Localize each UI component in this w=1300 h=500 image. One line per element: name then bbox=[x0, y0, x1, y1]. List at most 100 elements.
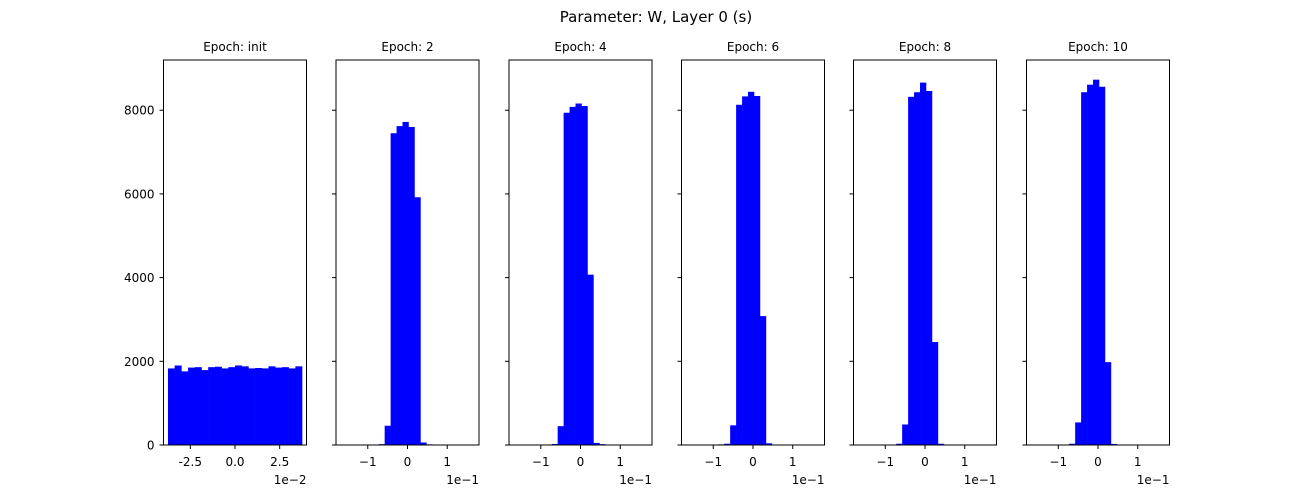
x-offset-label: 1e−1 bbox=[792, 473, 825, 487]
y-tick-label: 8000 bbox=[124, 104, 155, 118]
histogram-bar bbox=[221, 368, 229, 445]
histogram-bar bbox=[575, 103, 582, 446]
subplot-5: −1 0 1 Epoch: 8 1e−1 bbox=[849, 40, 997, 487]
histogram-bar bbox=[1069, 443, 1076, 445]
histogram-bar bbox=[174, 365, 182, 445]
x-tick-label: 0 bbox=[749, 455, 757, 469]
histogram-bar bbox=[587, 274, 594, 445]
x-tick-label: 0 bbox=[404, 455, 412, 469]
histogram-bar bbox=[748, 91, 755, 446]
histogram-bar bbox=[268, 366, 276, 445]
x-tick-label: −1 bbox=[876, 455, 894, 469]
histogram-bar bbox=[241, 366, 249, 445]
histogram-bar bbox=[736, 104, 743, 445]
subplot-title: Epoch: 10 bbox=[1068, 40, 1128, 54]
histogram-bar bbox=[167, 368, 175, 445]
histogram-bars bbox=[545, 103, 636, 446]
x-offset-label: 1e−1 bbox=[1137, 473, 1170, 487]
histogram-bars bbox=[1063, 79, 1153, 446]
subplot-title: Epoch: 2 bbox=[381, 40, 433, 54]
histogram-bar bbox=[255, 368, 263, 445]
histogram-bar bbox=[275, 367, 283, 445]
x-offset-label: 1e−1 bbox=[446, 473, 479, 487]
histogram-bar bbox=[937, 443, 945, 445]
x-tick-label: 0 bbox=[1094, 455, 1102, 469]
histogram-bar bbox=[396, 126, 403, 446]
subplot-4: −1 0 1 Epoch: 6 1e−1 bbox=[677, 40, 825, 487]
histogram-bar bbox=[408, 126, 415, 446]
histogram-bar bbox=[214, 366, 222, 445]
histogram-bar bbox=[581, 106, 588, 445]
x-tick-label: 0 bbox=[577, 455, 585, 469]
histogram-bar bbox=[557, 426, 564, 445]
x-tick-label: −1 bbox=[359, 455, 377, 469]
x-tick-label: 2.5 bbox=[270, 455, 289, 469]
histogram-bar bbox=[742, 96, 749, 445]
histogram-bars bbox=[890, 82, 980, 446]
histogram-bar bbox=[569, 106, 576, 446]
subplot-3: −1 0 1 Epoch: 4 1e−1 bbox=[505, 40, 653, 487]
x-tick-label: −1 bbox=[1049, 455, 1067, 469]
histogram-bar bbox=[1098, 86, 1106, 445]
x-tick-label: 1 bbox=[443, 455, 451, 469]
histogram-bar bbox=[288, 368, 296, 445]
histogram-bar bbox=[724, 443, 731, 445]
histogram-bar bbox=[925, 90, 933, 445]
histogram-bar bbox=[931, 342, 939, 445]
subplots: -2.5 0.0 2.5 0 2000 4000 6000 8000 Epoch: init 1e… bbox=[124, 40, 1170, 487]
x-tick-label: 0 bbox=[921, 455, 929, 469]
x-offset-label: 1e−2 bbox=[274, 473, 307, 487]
histogram-bar bbox=[765, 443, 773, 445]
x-tick-label: 1 bbox=[1134, 455, 1142, 469]
histogram-bar bbox=[194, 367, 202, 445]
histogram-bar bbox=[1075, 422, 1082, 445]
x-offset-label: 1e−1 bbox=[619, 473, 652, 487]
x-tick-label: 1 bbox=[961, 455, 969, 469]
histogram-bar bbox=[908, 96, 915, 445]
x-tick-label: 1 bbox=[616, 455, 624, 469]
histogram-bar bbox=[563, 112, 570, 445]
subplot-title: Epoch: init bbox=[203, 40, 267, 54]
histogram-bars bbox=[372, 121, 463, 446]
x-tick-label: −1 bbox=[704, 455, 722, 469]
figure-title: Parameter: W, Layer 0 (s) bbox=[560, 8, 752, 26]
histogram-bar bbox=[1110, 443, 1118, 445]
histogram-bar bbox=[1087, 84, 1094, 445]
histogram-bars bbox=[718, 91, 808, 446]
histogram-bar bbox=[261, 368, 269, 445]
histogram-bar bbox=[730, 425, 737, 445]
histogram-bar bbox=[188, 367, 196, 445]
y-tick-label: 2000 bbox=[124, 355, 155, 369]
histogram-bar bbox=[181, 371, 189, 445]
histogram-bar bbox=[1104, 362, 1112, 445]
histogram-bar bbox=[208, 367, 216, 445]
histogram-bar bbox=[914, 92, 921, 445]
histogram-bar bbox=[753, 95, 761, 446]
y-tick-label: 4000 bbox=[124, 271, 155, 285]
subplot-2: −1 0 1 Epoch: 2 1e−1 bbox=[332, 40, 480, 487]
histogram-bar bbox=[420, 442, 427, 445]
subplot-title: Epoch: 4 bbox=[554, 40, 606, 54]
histogram-bar bbox=[414, 197, 421, 445]
histogram-bar bbox=[235, 365, 242, 445]
subplot-title: Epoch: 6 bbox=[727, 40, 779, 54]
histogram-bar bbox=[1081, 92, 1088, 445]
histogram-bar bbox=[281, 367, 289, 445]
histogram-bars bbox=[167, 365, 303, 445]
histogram-bar bbox=[593, 442, 600, 445]
histogram-bar bbox=[228, 367, 236, 445]
histogram-bar bbox=[201, 370, 209, 445]
histogram-bar bbox=[1093, 79, 1100, 446]
x-tick-label: 1 bbox=[789, 455, 797, 469]
histogram-bar bbox=[896, 443, 903, 445]
histogram-bar bbox=[248, 368, 256, 445]
x-tick-label: 0.0 bbox=[225, 455, 244, 469]
histogram-bar bbox=[402, 121, 409, 446]
histogram-bar bbox=[920, 82, 927, 445]
histogram-bar bbox=[759, 316, 767, 445]
x-tick-label: -2.5 bbox=[179, 455, 202, 469]
subplot-6: −1 0 1 Epoch: 10 1e−1 bbox=[1022, 40, 1170, 487]
histogram-bar bbox=[295, 366, 303, 445]
histogram-bar bbox=[384, 425, 391, 445]
